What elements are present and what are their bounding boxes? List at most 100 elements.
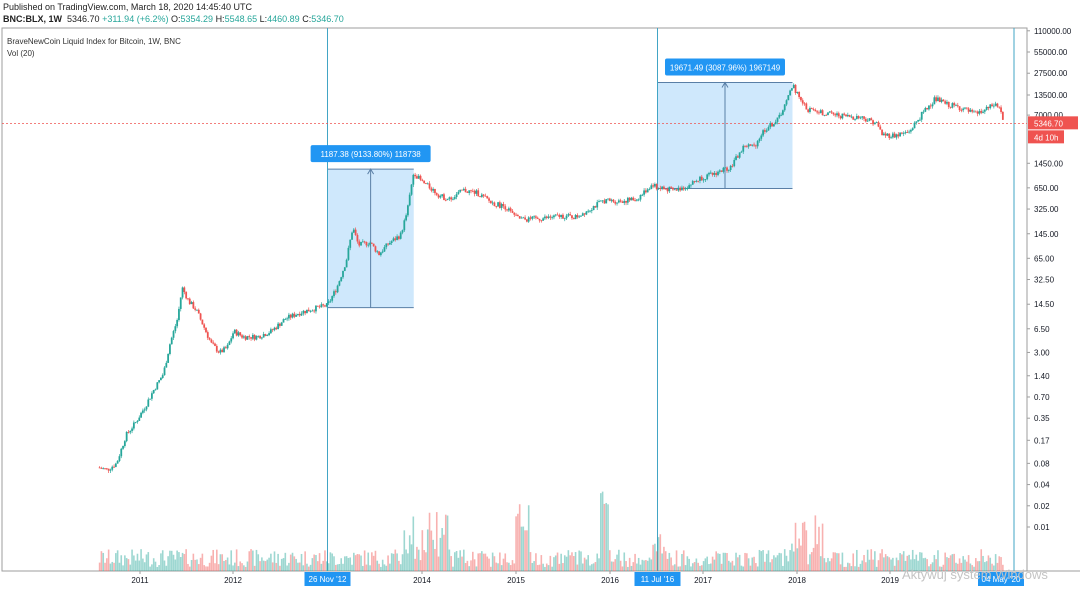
- candle: [338, 281, 341, 286]
- candle: [390, 241, 393, 243]
- volume-bar: [991, 563, 993, 571]
- candle: [828, 111, 831, 113]
- candle: [264, 334, 267, 336]
- volume-bar: [654, 543, 656, 571]
- volume-bar: [975, 558, 977, 571]
- candle: [118, 456, 121, 461]
- volume-bar: [138, 560, 141, 571]
- candle: [783, 104, 786, 111]
- candle: [408, 194, 411, 206]
- volume-bar: [843, 566, 846, 571]
- candle: [983, 109, 986, 112]
- volume-bar: [134, 560, 137, 571]
- candle: [125, 431, 128, 442]
- volume-bar: [535, 553, 537, 571]
- volume-bar: [338, 564, 341, 571]
- candle: [434, 189, 436, 194]
- volume-bar: [416, 546, 418, 571]
- volume-bar: [214, 563, 216, 571]
- candle: [931, 104, 934, 107]
- volume-bar: [603, 503, 606, 571]
- candle: [726, 167, 728, 171]
- volume-bar: [1002, 564, 1004, 571]
- candle: [693, 181, 696, 182]
- volume-bar: [958, 558, 961, 571]
- low-label: L:: [259, 14, 268, 24]
- candle: [486, 196, 489, 199]
- candle: [919, 119, 921, 121]
- volume-bar: [172, 554, 175, 571]
- volume-bar: [966, 561, 968, 571]
- volume-bar: [188, 566, 191, 571]
- candle: [271, 329, 274, 331]
- volume-bar: [358, 554, 361, 571]
- candle: [567, 214, 570, 216]
- volume-bar: [587, 555, 589, 571]
- volume-bar: [185, 549, 187, 571]
- candle: [935, 97, 938, 102]
- volume-bar: [356, 554, 359, 571]
- volume-bar: [145, 554, 148, 571]
- volume-bar: [275, 562, 278, 571]
- range-label-1: 1187.38 (9133.80%) 118738: [321, 150, 422, 159]
- candle: [192, 302, 195, 309]
- candle: [123, 441, 126, 447]
- price-tick-label: 1.40: [1034, 372, 1050, 381]
- volume-bar: [571, 552, 573, 571]
- volume-bar: [453, 552, 456, 571]
- candle: [160, 377, 162, 381]
- volume-bar: [962, 556, 964, 571]
- candle: [280, 322, 283, 326]
- volume-bar: [387, 555, 389, 571]
- candle: [996, 103, 999, 107]
- volume-bar: [803, 521, 806, 571]
- volume-bar: [381, 559, 384, 571]
- candle: [749, 144, 752, 146]
- price-tick-label: 3.00: [1034, 348, 1050, 357]
- volume-bar: [872, 559, 874, 571]
- candle: [827, 112, 829, 116]
- volume-bar: [565, 556, 568, 571]
- candle: [477, 190, 480, 197]
- candle: [136, 420, 139, 423]
- volume-bar: [657, 537, 660, 571]
- volume-bar: [407, 553, 409, 571]
- candle: [657, 188, 660, 190]
- candle: [288, 314, 290, 319]
- candle: [578, 216, 581, 218]
- volume-bar: [951, 554, 954, 571]
- candle: [825, 114, 828, 116]
- candle: [553, 215, 555, 218]
- candle: [470, 190, 472, 192]
- volume-bar: [544, 566, 546, 571]
- candle: [821, 110, 824, 116]
- candle: [257, 335, 260, 337]
- volume-bar: [938, 566, 941, 571]
- candle: [232, 333, 234, 339]
- candle: [951, 103, 954, 108]
- volume-bar: [666, 558, 669, 571]
- volume-bar: [468, 566, 471, 571]
- candle: [356, 234, 359, 242]
- volume-bar: [362, 565, 364, 571]
- volume-bar: [257, 554, 260, 571]
- candle: [850, 116, 853, 118]
- candle: [369, 242, 371, 245]
- volume-bar: [877, 560, 880, 571]
- volume-bar: [158, 565, 160, 571]
- candle: [960, 110, 963, 111]
- candle: [507, 208, 510, 211]
- volume-bar: [837, 553, 840, 571]
- volume-bar: [250, 549, 252, 571]
- volume-bar: [931, 562, 934, 571]
- volume-bar: [286, 565, 288, 571]
- volume-bar: [902, 551, 905, 571]
- volume-bar: [634, 553, 636, 571]
- volume-bar: [801, 522, 804, 571]
- volume-bar: [277, 553, 279, 571]
- candle: [648, 188, 651, 190]
- candle: [531, 216, 534, 219]
- volume-bar: [349, 557, 352, 571]
- candle: [132, 422, 135, 429]
